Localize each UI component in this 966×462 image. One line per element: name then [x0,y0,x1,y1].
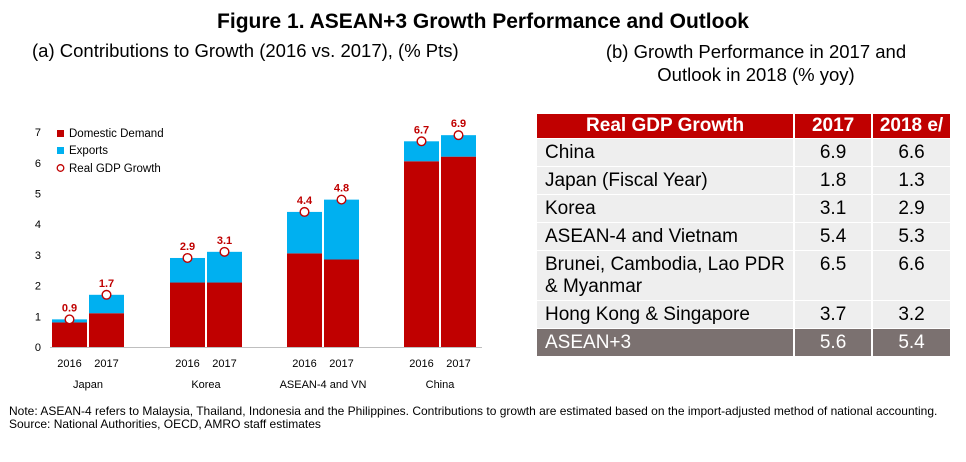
gdp-growth-marker [453,130,464,141]
legend-domestic-swatch [57,130,64,137]
row-name: ASEAN+3 [537,328,796,356]
row-value-2017: 6.5 [794,250,874,301]
gdp-data-label: 4.8 [334,183,349,195]
gdp-data-label: 2.9 [180,241,195,253]
x-tick-year: 2017 [94,358,118,370]
table-row: ASEAN-4 and Vietnam 5.4 5.3 [537,222,950,251]
footnotes: Note: ASEAN-4 refers to Malaysia, Thaila… [9,405,959,430]
row-value-2018: 5.4 [872,328,950,356]
row-value-2018: 1.3 [872,166,950,195]
domestic-demand-bar [52,322,87,347]
x-tick-year: 2016 [409,358,433,370]
gdp-data-label: 6.7 [414,124,429,136]
gdp-growth-marker [101,289,112,300]
row-name: Brunei, Cambodia, Lao PDR & Myanmar [537,250,796,301]
table-row: Brunei, Cambodia, Lao PDR & Myanmar 6.5 … [537,250,950,301]
gdp-growth-marker [336,194,347,205]
domestic-demand-bar [89,313,124,347]
gdp-data-label: 3.1 [217,235,232,247]
row-name: China [537,138,796,167]
row-name: Hong Kong & Singapore [537,300,796,329]
legend-exports-label: Exports [69,145,108,157]
x-tick-year: 2017 [212,358,236,370]
row-value-2018: 6.6 [872,250,950,301]
table-row: Korea 3.1 2.9 [537,194,950,223]
y-tick-label: 2 [35,281,41,293]
y-tick-label: 4 [35,219,41,231]
gdp-data-label: 0.9 [62,302,77,314]
x-tick-year: 2017 [329,358,353,370]
header-2017: 2017 [794,114,874,139]
x-group-label: Japan [73,379,103,391]
x-group-label: ASEAN-4 and VN [280,379,367,391]
exports-bar [404,141,439,162]
table-total-row: ASEAN+3 5.6 5.4 [537,328,950,356]
domestic-demand-bar [170,282,205,347]
gdp-growth-marker [219,246,230,257]
row-value-2017: 3.7 [794,300,874,329]
exports-bar [89,294,124,314]
exports-bar [324,199,359,260]
row-value-2018: 3.2 [872,300,950,329]
note-text: Note: ASEAN-4 refers to Malaysia, Thaila… [9,404,938,418]
legend-exports-swatch [57,147,64,154]
x-tick-year: 2016 [292,358,316,370]
contributions-chart: 0 1 2 3 4 5 6 7 0.9 2016 1.7 2017 Japan 2.9 2016 3.1 201… [35,118,482,391]
gdp-table: Real GDP Growth 2017 2018 e/ China 6.9 6… [537,114,950,356]
x-tick-year: 2016 [57,358,81,370]
y-tick-label: 6 [35,158,41,170]
panel-b-title-line2: Outlook in 2018 (% yoy) [657,64,855,85]
table-row: Japan (Fiscal Year) 1.8 1.3 [537,166,950,195]
figure-title: Figure 1. ASEAN+3 Growth Performance and… [217,10,749,33]
row-value-2018: 6.6 [872,138,950,167]
x-tick-year: 2017 [446,358,470,370]
legend-domestic-label: Domestic Demand [69,128,164,140]
row-name: ASEAN-4 and Vietnam [537,222,796,251]
domestic-demand-bar [324,259,359,347]
legend-gdp-label: Real GDP Growth [69,163,161,175]
gdp-growth-marker [416,136,427,147]
domestic-demand-bar [404,161,439,347]
gdp-data-label: 6.9 [451,118,466,130]
domestic-demand-bar [207,282,242,347]
y-tick-label: 1 [35,311,41,323]
panel-b-title: (b) Growth Performance in 2017 and Outlo… [556,40,956,86]
row-value-2017: 3.1 [794,194,874,223]
x-group-label: China [426,379,456,391]
gdp-data-label: 1.7 [99,278,114,290]
row-value-2017: 1.8 [794,166,874,195]
gdp-growth-marker [182,252,193,263]
gdp-data-label: 4.4 [297,195,313,207]
row-name: Japan (Fiscal Year) [537,166,796,195]
row-value-2018: 5.3 [872,222,950,251]
table-header-row: Real GDP Growth 2017 2018 e/ [537,114,950,139]
x-tick-year: 2016 [175,358,199,370]
row-value-2017: 5.4 [794,222,874,251]
row-value-2018: 2.9 [872,194,950,223]
row-name: Korea [537,194,796,223]
y-tick-label: 7 [35,127,41,139]
panel-b-title-line1: (b) Growth Performance in 2017 and [605,41,907,62]
exports-bar [287,211,322,254]
header-2018e: 2018 e/ [872,114,950,139]
row-value-2017: 6.9 [794,138,874,167]
row-value-2017: 5.6 [794,328,874,356]
table-row: China 6.9 6.6 [537,138,950,167]
domestic-demand-bar [441,156,476,347]
domestic-demand-bar [287,253,322,347]
source-text: Source: National Authorities, OECD, AMRO… [9,416,321,431]
legend-gdp-marker [56,164,65,172]
y-tick-label: 3 [35,250,41,262]
panel-a-title: (a) Contributions to Growth (2016 vs. 20… [32,40,459,61]
y-tick-label: 5 [35,189,41,201]
table-row: Hong Kong & Singapore 3.7 3.2 [537,300,950,329]
exports-bar [207,251,242,283]
x-group-label: Korea [191,379,221,391]
y-tick-label: 0 [35,342,41,354]
exports-bar [441,135,476,157]
gdp-growth-marker [64,314,75,325]
header-real-gdp-growth: Real GDP Growth [537,114,796,139]
gdp-growth-marker [299,206,310,217]
